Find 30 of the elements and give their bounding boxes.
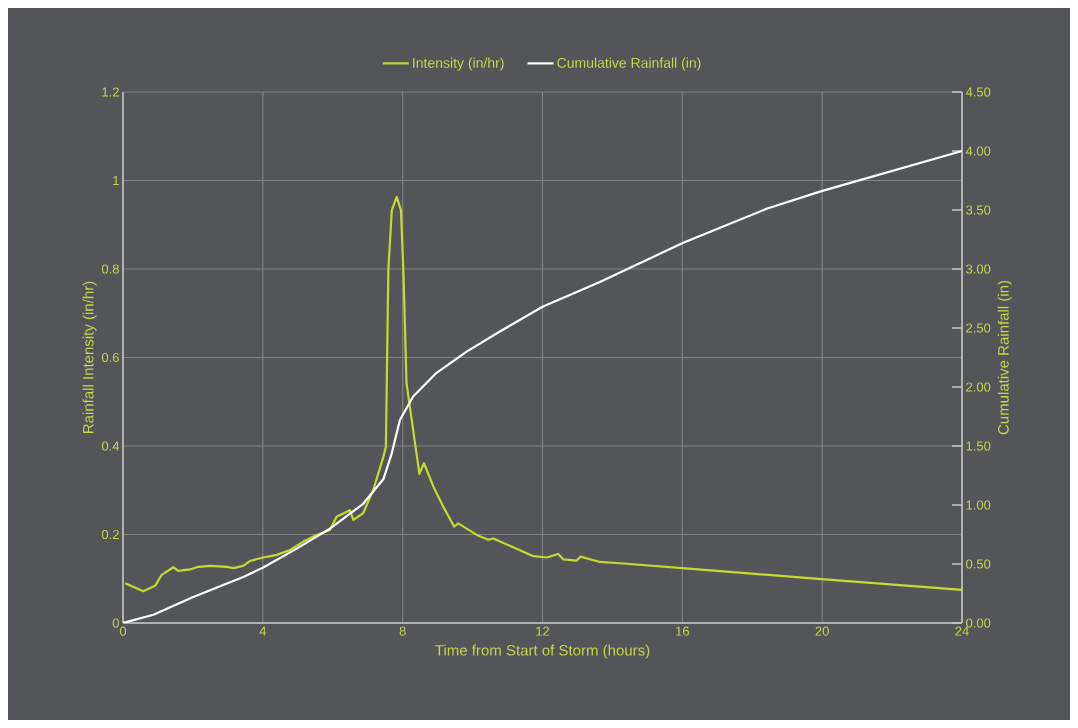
line-series	[124, 195, 963, 593]
x-tick-label: 8	[399, 626, 406, 636]
y2-tick-label: 3.00	[966, 264, 991, 274]
y2-tick-label: 4.50	[965, 87, 991, 97]
y-tick-label: 1	[113, 176, 119, 185]
y2-tick-label: 1.00	[966, 500, 991, 510]
y2-axis-title: Cumulative Rainfall (in)	[997, 280, 1012, 435]
y-tick-label: 0.8	[101, 264, 119, 274]
x-tick-label: 12	[536, 626, 550, 636]
x-tick-label: 24	[955, 626, 969, 636]
legend-label: Cumulative Rainfall (in)	[557, 57, 701, 71]
y2-tick-label: 3.50	[966, 205, 991, 215]
y-tick-label: 1.2	[102, 87, 119, 97]
y2-tick-label: 4.00	[965, 146, 991, 156]
y-tick-label: 0.6	[101, 352, 119, 363]
legend-label: Intensity (in/hr)	[413, 57, 504, 71]
y-tick-label: 0.4	[101, 441, 120, 451]
y2-tick-label: 2.00	[966, 382, 991, 392]
y2-tick-label: 0.00	[966, 618, 991, 628]
y2-tick-label: 2.50	[966, 323, 991, 333]
x-tick-label: 4	[259, 626, 267, 636]
x-axis-title: Time from Start of Storm (hours)	[435, 644, 650, 659]
y-axis-title: Rainfall Intensity (in/hr)	[82, 281, 97, 433]
x-tick-label: 16	[676, 626, 689, 636]
y2-tick-label: 1.50	[966, 441, 991, 451]
x-tick-label: 0	[119, 626, 127, 636]
y2-tick-label: 0.50	[966, 559, 991, 569]
x-tick-label: 20	[815, 626, 829, 636]
y-tick-label: 0.2	[101, 529, 119, 540]
y-tick-label: 0	[112, 618, 119, 628]
